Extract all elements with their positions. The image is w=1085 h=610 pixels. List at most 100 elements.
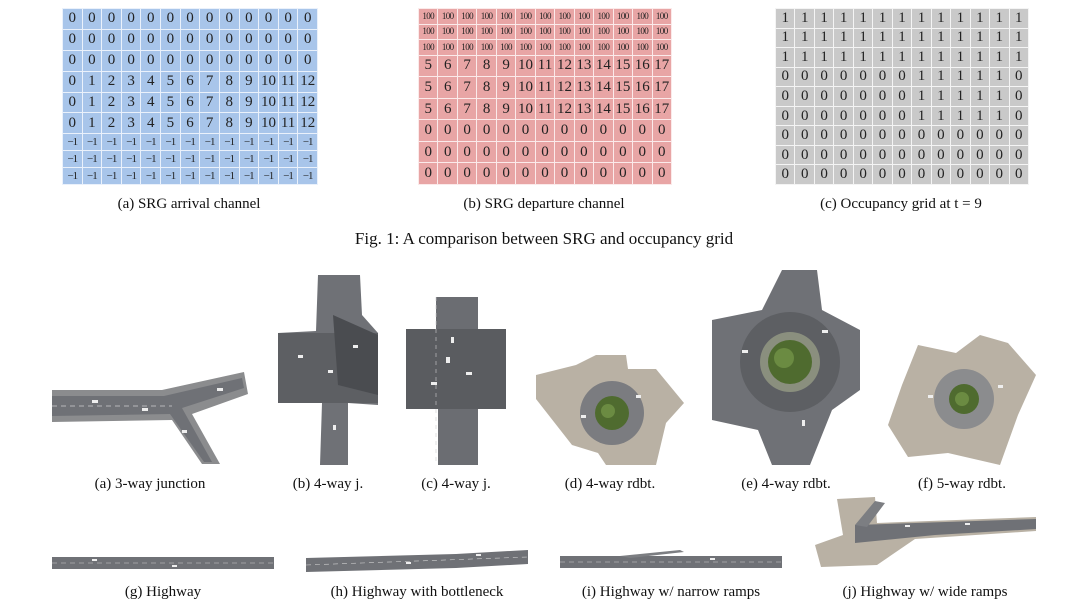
aerial-highway-wide-ramps xyxy=(815,495,1036,575)
grid-cell: 0 xyxy=(438,141,457,163)
grid-cell: 100 xyxy=(438,40,457,55)
grid-cell: 6 xyxy=(180,113,200,134)
grid-cell: 1 xyxy=(912,9,931,28)
grid-cell: 0 xyxy=(180,29,200,50)
grid-cell: 3 xyxy=(121,113,141,134)
grid-cell: 1 xyxy=(951,87,970,106)
grid-cell: 0 xyxy=(457,141,477,163)
grid-cell: 0 xyxy=(931,165,951,184)
grid-cell: 0 xyxy=(457,120,477,141)
grid-cell: 0 xyxy=(239,50,259,71)
grid-cell: 10 xyxy=(259,71,278,92)
grid-cell: 0 xyxy=(574,141,594,163)
grid-cell: 100 xyxy=(438,24,457,40)
grid-cell: 100 xyxy=(613,24,633,40)
grid-cell: −1 xyxy=(63,151,82,168)
aerial-highway-narrow-ramps xyxy=(560,548,782,572)
grid-cell: 0 xyxy=(161,29,180,50)
grid-cell: 100 xyxy=(574,24,594,40)
grid-cell: 7 xyxy=(200,113,219,134)
caption-highway-wide-ramps: (j) Highway w/ wide ramps xyxy=(842,584,1008,600)
grid-cell: 0 xyxy=(795,145,814,165)
grid-cell: −1 xyxy=(102,134,121,151)
caption-4-way-roundabout-e: (e) 4-way rdbt. xyxy=(741,476,831,492)
grid-cell: 0 xyxy=(613,141,633,163)
grid-cell: 0 xyxy=(1009,145,1028,165)
grid-cell: −1 xyxy=(141,134,161,151)
grid-cell: 0 xyxy=(161,9,180,29)
grid-cell: −1 xyxy=(239,151,259,168)
grid-cell: 1 xyxy=(931,28,951,48)
grid-cell: 100 xyxy=(457,24,477,40)
grid-cell: 0 xyxy=(970,165,990,184)
grid-cell: 100 xyxy=(516,9,535,24)
grid-cell: 0 xyxy=(912,145,931,165)
grid-cell: 0 xyxy=(776,87,795,106)
grid-cell: 0 xyxy=(219,9,239,29)
grid-cell: 7 xyxy=(457,55,477,77)
grid-cell: 12 xyxy=(298,92,317,113)
grid-cell: 0 xyxy=(141,29,161,50)
grid-cell: 0 xyxy=(121,50,141,71)
grid-cell: 1 xyxy=(970,106,990,126)
grid-cell: 0 xyxy=(951,165,970,184)
grid-cell: 13 xyxy=(574,77,594,98)
grid-cell: 9 xyxy=(496,98,516,120)
grid-cell: 0 xyxy=(259,29,278,50)
grid-cell: 0 xyxy=(535,141,555,163)
grid-cell: 1 xyxy=(951,48,970,67)
grid-cell: 0 xyxy=(892,145,912,165)
grid-cell: 0 xyxy=(141,9,161,29)
grid-cell: −1 xyxy=(278,151,298,168)
grid-cell: −1 xyxy=(161,168,180,184)
grid-cell: 1 xyxy=(795,9,814,28)
grid-cell: 17 xyxy=(652,77,671,98)
grid-cell: 1 xyxy=(873,9,892,28)
grid-cell: 5 xyxy=(161,71,180,92)
grid-cell: −1 xyxy=(219,134,239,151)
grid-cell: 100 xyxy=(477,9,496,24)
aerial-3-way-junction xyxy=(52,370,248,464)
grid-cell: 1 xyxy=(892,28,912,48)
grid-cell: 11 xyxy=(278,92,298,113)
grid-cell: 0 xyxy=(834,145,853,165)
grid-cell: 0 xyxy=(873,126,892,145)
grid-cell: 0 xyxy=(795,165,814,184)
grid-cell: 100 xyxy=(594,40,613,55)
grid-cell: 0 xyxy=(970,145,990,165)
grid-cell: 0 xyxy=(873,87,892,106)
grid-cell: 0 xyxy=(990,165,1009,184)
grid-cell: 1 xyxy=(990,87,1009,106)
grid-cell: 0 xyxy=(298,9,317,29)
grid-cell: 1 xyxy=(776,9,795,28)
grid-cell: 7 xyxy=(457,77,477,98)
grid-cell: 100 xyxy=(535,40,555,55)
grid-cell: 0 xyxy=(1009,106,1028,126)
grid-cell: 100 xyxy=(594,24,613,40)
grid-cell: 0 xyxy=(892,106,912,126)
grid-cell: −1 xyxy=(239,168,259,184)
grid-cell: 0 xyxy=(278,9,298,29)
grid-cell: 100 xyxy=(419,40,438,55)
grid-cell: 0 xyxy=(477,120,496,141)
grid-cell: 2 xyxy=(102,71,121,92)
grid-cell: 1 xyxy=(853,9,873,28)
grid-cell: 0 xyxy=(613,163,633,184)
grid-cell: 8 xyxy=(477,77,496,98)
grid-cell: 16 xyxy=(633,77,652,98)
grid-cell: 0 xyxy=(853,165,873,184)
grid-cell: 5 xyxy=(161,113,180,134)
grid-cell: 100 xyxy=(652,9,671,24)
grid-cell: 8 xyxy=(219,113,239,134)
grid-cell: −1 xyxy=(121,134,141,151)
grid-cell: 0 xyxy=(834,87,853,106)
grid-cell: −1 xyxy=(63,168,82,184)
grid-cell: 1 xyxy=(853,48,873,67)
grid-cell: 0 xyxy=(834,165,853,184)
grid-cell: 0 xyxy=(795,87,814,106)
grid-cell: 100 xyxy=(419,24,438,40)
grid-cell: 13 xyxy=(574,55,594,77)
grid-cell: 1 xyxy=(970,28,990,48)
grid-cell: 11 xyxy=(535,98,555,120)
grid-cell: 1 xyxy=(873,48,892,67)
